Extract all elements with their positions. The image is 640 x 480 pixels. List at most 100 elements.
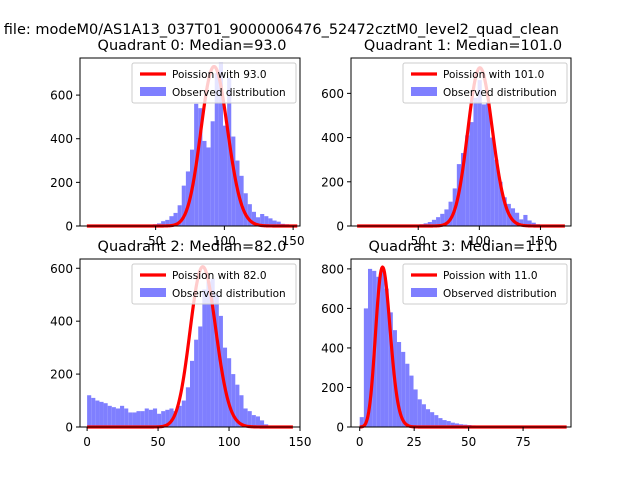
histogram-bar — [430, 412, 435, 427]
histogram-bar — [95, 400, 100, 427]
x-tick-label: 150 — [529, 234, 552, 248]
histogram-bar — [214, 294, 219, 427]
histogram-bar — [152, 408, 158, 427]
x-tick-label: 50 — [411, 234, 426, 248]
histogram-bar — [169, 216, 174, 226]
histogram-bar — [421, 404, 426, 427]
histogram-bar — [436, 217, 441, 226]
figure-suptitle: n file: modeM0/AS1A13_037T01_9000006476_… — [0, 22, 559, 38]
histogram-bar — [87, 395, 92, 427]
histogram-bar — [136, 411, 141, 427]
histogram-bar — [223, 125, 228, 226]
plot-area: 0 25 50 75 0 200 400 600 800 Poission with 11.0 Ob… — [321, 258, 572, 449]
legend: Poission with 93.0 Observed distribution — [131, 62, 297, 104]
histogram-bar — [239, 395, 244, 427]
histogram-bar — [243, 408, 248, 427]
histogram-bar — [255, 416, 260, 427]
y-tick-label: 0 — [65, 421, 73, 435]
histogram-bar — [148, 409, 153, 427]
histogram-bar — [438, 418, 443, 427]
y-tick-label: 600 — [321, 87, 344, 101]
histogram-bar — [165, 219, 170, 226]
histogram-bar — [181, 185, 186, 226]
histogram-bar — [157, 413, 162, 427]
histogram-bar — [427, 222, 432, 226]
histogram-bar — [177, 205, 182, 226]
histogram-bar — [376, 276, 381, 427]
histogram-bar — [446, 421, 451, 427]
histogram-bar — [161, 221, 166, 226]
x-tick-label: 150 — [282, 234, 305, 248]
histogram-bar — [469, 122, 474, 226]
y-tick-label: 800 — [321, 262, 344, 276]
histogram-bar — [264, 216, 269, 226]
histogram-bar — [202, 289, 207, 427]
histogram-bar — [405, 363, 410, 427]
histogram-bar — [206, 281, 211, 427]
histogram-bar — [91, 397, 96, 427]
axes-frame — [350, 57, 572, 227]
legend-swatch-bars — [140, 288, 166, 297]
histogram-bar — [251, 415, 256, 427]
histogram-bar — [177, 405, 182, 427]
x-tick-label: 100 — [213, 234, 236, 248]
panel-quadrant-3: Quadrant 3: Median=11.0 0 25 50 75 0 200 400 60… — [321, 239, 572, 449]
histogram-bar — [132, 412, 137, 427]
legend-box — [402, 62, 568, 104]
histogram-bar — [531, 222, 536, 226]
y-tick-label: 0 — [336, 421, 344, 435]
y-tick-label: 600 — [321, 302, 344, 316]
axes-frame — [79, 57, 301, 227]
histogram-bar — [450, 422, 455, 427]
histogram-bar — [465, 135, 470, 226]
histogram-bar — [169, 408, 174, 427]
histogram-bar — [477, 80, 482, 226]
histogram-bar — [434, 415, 439, 427]
histogram-bar — [194, 339, 199, 427]
histogram-bar — [185, 171, 191, 226]
histogram-bar — [442, 420, 447, 427]
histogram-bar — [227, 77, 232, 226]
histogram-bar — [388, 312, 393, 427]
legend: Poission with 101.0 Observed distribution — [402, 62, 568, 104]
histogram-bar — [202, 140, 207, 226]
histogram-bar — [198, 108, 203, 226]
panel-quadrant-0: Quadrant 0: Median=93.0 50 100 150 0 200 400 6… — [50, 38, 304, 248]
histogram-bar — [363, 308, 368, 427]
plot-area: 50 100 150 0 200 400 600 Poission with 101.0 Obs… — [321, 57, 572, 248]
y-tick-label: 200 — [50, 368, 73, 382]
y-tick-label: 0 — [336, 220, 344, 234]
histogram-bar — [384, 288, 389, 427]
histogram-bar — [198, 326, 203, 427]
histogram-bar — [210, 278, 215, 427]
legend-box — [131, 62, 297, 104]
histogram-bar — [260, 214, 265, 226]
histogram-bar — [140, 411, 145, 427]
y-tick-label: 400 — [50, 315, 73, 329]
legend-swatch-bars — [411, 288, 437, 297]
y-tick-label: 200 — [50, 176, 73, 190]
histogram-bar — [173, 411, 178, 427]
histogram-bar — [380, 268, 385, 427]
y-tick-label: 600 — [50, 262, 73, 276]
legend-label-poisson: Poission with 82.0 — [172, 270, 267, 282]
legend-label-poisson: Poission with 101.0 — [443, 69, 544, 81]
histogram-bar — [218, 62, 224, 226]
legend-label-observed: Observed distribution — [443, 288, 557, 300]
panel-title: Quadrant 3: Median=11.0 — [369, 239, 558, 255]
y-tick-label: 400 — [321, 341, 344, 355]
histogram-bar — [523, 214, 528, 226]
histogram-bar — [490, 137, 495, 226]
legend-label-poisson: Poission with 11.0 — [443, 270, 538, 282]
histogram-bar — [107, 405, 112, 427]
histogram-bar — [409, 375, 414, 427]
x-tick-label: 100 — [218, 435, 241, 449]
histogram-bar — [268, 218, 273, 226]
histogram-bar — [144, 408, 149, 427]
y-tick-label: 200 — [321, 175, 344, 189]
histogram-bar — [510, 208, 516, 226]
panel-title: Quadrant 1: Median=101.0 — [364, 38, 562, 54]
histogram-bar — [425, 409, 431, 427]
legend: Poission with 82.0 Observed distribution — [131, 263, 297, 305]
histogram-bar — [259, 420, 265, 427]
